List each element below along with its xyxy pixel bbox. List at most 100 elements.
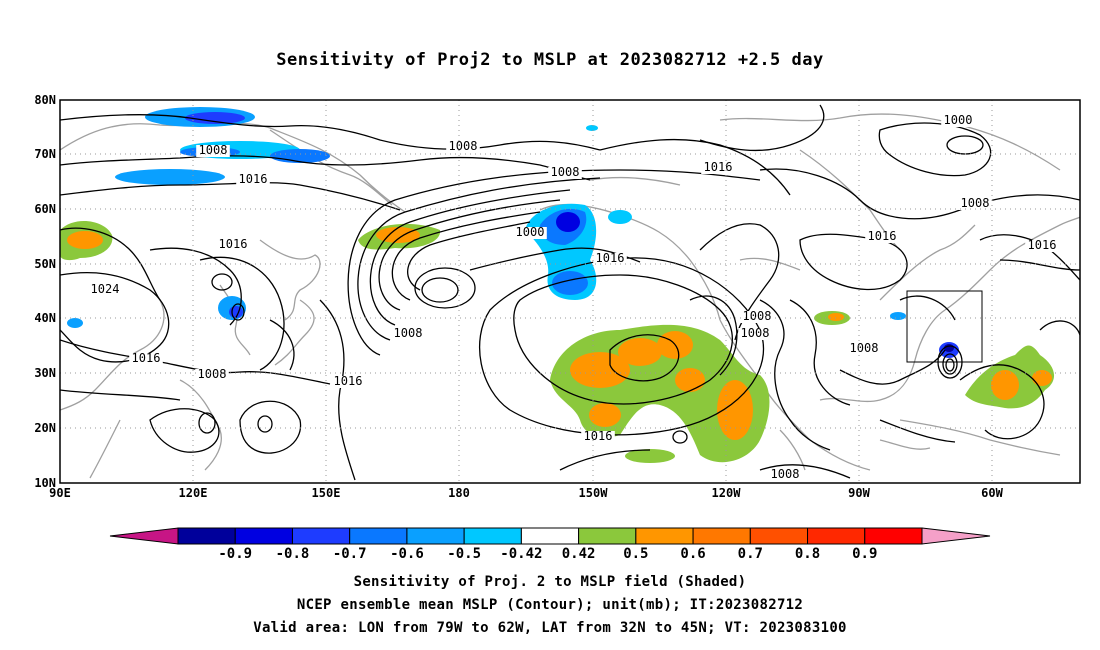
colorbar-tick-label: 0.42 — [562, 546, 596, 562]
contour-label: 1008 — [850, 341, 879, 355]
contour-label: 1008 — [198, 367, 227, 381]
colorbar-min-triangle — [109, 527, 179, 545]
lon-label: 120E — [179, 486, 208, 500]
contour-label: 1008 — [771, 467, 800, 481]
plot-title: Sensitivity of Proj2 to MSLP at 20230827… — [276, 50, 824, 70]
colorbar-segment — [692, 527, 751, 545]
contour-label-bg — [581, 431, 615, 443]
colorbar-tick-label: -0.8 — [276, 546, 310, 562]
contour-label: 1016 — [584, 429, 613, 443]
contour-label-bg — [513, 227, 547, 239]
lat-label: 40N — [34, 311, 56, 325]
contour-label-bg — [1025, 240, 1059, 252]
contour-label-bg — [195, 369, 229, 381]
colorbar-segment — [406, 527, 465, 545]
lon-label: 180 — [448, 486, 470, 500]
lon-label: 90W — [848, 486, 870, 500]
contour-label: 1008 — [551, 165, 580, 179]
colorbar-tick-label: 0.7 — [738, 546, 763, 562]
contour-label-bg — [391, 328, 425, 340]
contour-label-bg — [236, 174, 270, 186]
colorbar-tick-label: 0.9 — [852, 546, 877, 562]
lat-label: 30N — [34, 366, 56, 380]
contour-label-bg — [865, 231, 899, 243]
colorbar-tick-label: 0.6 — [680, 546, 705, 562]
longitude-labels: 90E 120E 150E 180 150W 120W 90W 60W — [49, 486, 1003, 500]
contour-label: 1016 — [704, 160, 733, 174]
colorbar-segment — [463, 527, 522, 545]
caption-line-2: NCEP ensemble mean MSLP (Contour); unit(… — [296, 597, 804, 613]
contour-label-bg — [740, 311, 774, 323]
contour-label-bg — [129, 353, 163, 365]
colorbar-segment — [807, 527, 866, 545]
contour-label-bg — [331, 376, 365, 388]
contour-label-bg — [446, 141, 480, 153]
contour-label-bg — [216, 239, 250, 251]
colorbar-segment — [635, 527, 694, 545]
contour-label: 1008 — [199, 143, 228, 157]
contour-label: 1016 — [219, 237, 248, 251]
contour-label: 1016 — [132, 351, 161, 365]
positive-sensitivity-shading — [60, 220, 1055, 463]
lat-label: 80N — [34, 93, 56, 107]
colorbar-tick-label: -0.9 — [218, 546, 252, 562]
contour-label: 1000 — [516, 225, 545, 239]
contour-label-bg — [941, 115, 975, 127]
mslp-contours — [60, 104, 1080, 481]
colorbar-labels: -0.9 -0.8 -0.7 -0.6 -0.5 -0.42 0.42 0.5 0.6 0.7 0.… — [218, 546, 877, 562]
colorbar-segment — [291, 527, 351, 545]
lat-lon-grid — [60, 100, 1080, 483]
contour-label-bg — [548, 167, 582, 179]
colorbar-tick-label: 0.5 — [623, 546, 648, 562]
colorbar-segment — [234, 527, 293, 545]
colorbar-segment — [578, 527, 637, 545]
colorbar — [109, 527, 991, 545]
lon-label: 60W — [981, 486, 1003, 500]
contour-label: 1016 — [1028, 238, 1057, 252]
lat-label: 50N — [34, 257, 56, 271]
lon-label: 150W — [579, 486, 609, 500]
latitude-labels: 80N 70N 60N 50N 40N 30N 20N 10N — [34, 93, 56, 490]
valid-area-box — [906, 290, 983, 363]
colorbar-tick-label: -0.7 — [333, 546, 367, 562]
contour-label-bg — [768, 469, 802, 481]
colorbar-segment — [349, 527, 408, 545]
lon-label: 150E — [312, 486, 341, 500]
colorbar-tick-label: -0.42 — [500, 546, 542, 562]
contour-label: 1000 — [944, 113, 973, 127]
map-frame — [59, 99, 1081, 484]
lon-label: 120W — [712, 486, 742, 500]
contour-label: 1008 — [743, 309, 772, 323]
colorbar-segment — [520, 527, 580, 545]
colorbar-tick-label: -0.5 — [447, 546, 481, 562]
contour-label-bg — [738, 328, 772, 340]
contour-label: 1008 — [394, 326, 423, 340]
contour-label-bg — [196, 145, 230, 157]
colorbar-segment — [864, 527, 923, 545]
caption-line-1: Sensitivity of Proj. 2 to MSLP field (Sh… — [353, 574, 747, 590]
lat-label: 70N — [34, 147, 56, 161]
contour-label: 1024 — [91, 282, 120, 296]
lat-label: 10N — [34, 476, 56, 490]
contour-label: 1008 — [449, 139, 478, 153]
colorbar-segment — [749, 527, 809, 545]
contour-label: 1008 — [961, 196, 990, 210]
colorbar-tick-label: -0.6 — [390, 546, 424, 562]
contour-label: 1016 — [334, 374, 363, 388]
contour-label-bg — [593, 253, 627, 265]
colorbar-max-triangle — [921, 527, 991, 545]
lat-label: 60N — [34, 202, 56, 216]
contour-label: 1016 — [596, 251, 625, 265]
lat-label: 20N — [34, 421, 56, 435]
caption-line-3: Valid area: LON from 79W to 62W, LAT fro… — [253, 620, 847, 636]
colorbar-tick-label: 0.8 — [795, 546, 820, 562]
contour-label: 1016 — [239, 172, 268, 186]
contour-label: 1016 — [868, 229, 897, 243]
lon-label: 90E — [49, 486, 71, 500]
contour-label-bg — [958, 198, 992, 210]
contour-label: 1008 — [741, 326, 770, 340]
contour-label-bg — [847, 343, 881, 355]
contour-label-bg — [88, 284, 122, 296]
colorbar-segment — [177, 527, 236, 545]
